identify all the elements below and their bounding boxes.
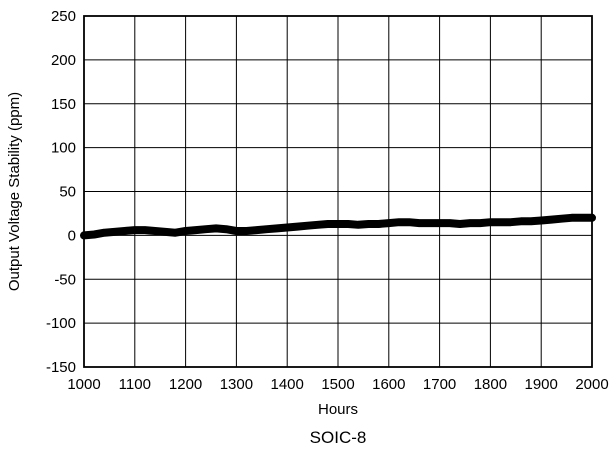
plot-frame (83, 15, 593, 368)
x-tick-label: 1700 (423, 376, 456, 393)
y-tick-label: 250 (51, 8, 76, 25)
grid (83, 15, 593, 368)
x-axis-title: Hours (318, 401, 358, 418)
y-tick-label: -50 (54, 271, 76, 288)
series-group (80, 213, 596, 240)
x-tick-label: 2000 (575, 376, 608, 393)
y-tick-label: 100 (51, 140, 76, 157)
y-tick-label: -100 (46, 315, 76, 332)
x-tick-label: 1900 (525, 376, 558, 393)
y-tick-labels: -150 -100 -50 0 50 100 150 200 250 (46, 8, 76, 376)
x-tick-label: 1500 (321, 376, 354, 393)
x-tick-label: 1400 (271, 376, 304, 393)
y-tick-label: 0 (68, 227, 76, 244)
x-tick-labels: 1000 1100 1200 1300 1400 1500 1600 1700 1800 1900… (67, 376, 608, 393)
y-tick-label: 200 (51, 52, 76, 69)
chart-caption: SOIC-8 (310, 428, 367, 447)
x-tick-label: 1200 (169, 376, 202, 393)
y-tick-label: 50 (59, 184, 76, 201)
y-tick-label: 150 (51, 96, 76, 113)
x-tick-label: 1000 (67, 376, 100, 393)
y-axis-title: Output Voltage Stability (ppm) (6, 92, 23, 291)
x-tick-label: 1100 (119, 376, 151, 393)
x-tick-label: 1800 (474, 376, 507, 393)
y-tick-label: -150 (46, 359, 76, 376)
x-tick-label: 1600 (372, 376, 405, 393)
series-line-0 (80, 213, 596, 240)
x-tick-label: 1300 (220, 376, 253, 393)
